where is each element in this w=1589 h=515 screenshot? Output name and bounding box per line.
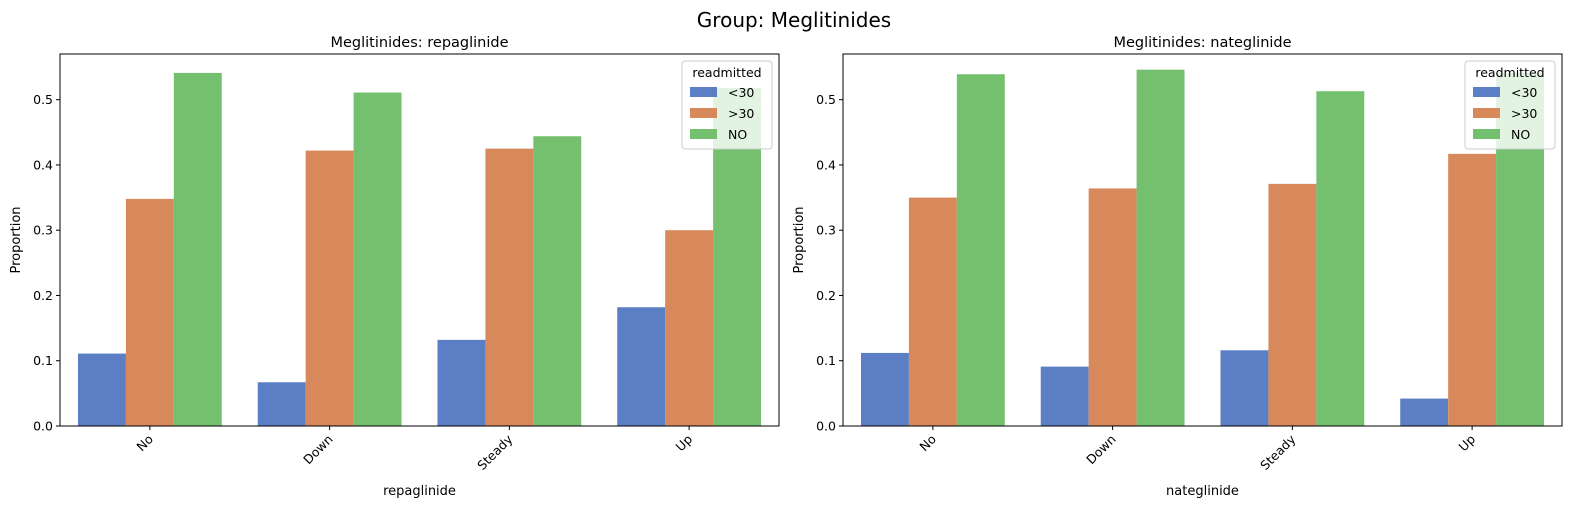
legend-box xyxy=(681,60,773,150)
bar-down-gt30 xyxy=(305,150,354,426)
x-tick-label-up: Up xyxy=(1456,431,1479,454)
legend-title: readmitted xyxy=(692,65,761,80)
y-axis-label: Proportion xyxy=(792,206,807,273)
y-tick-label: 0.5 xyxy=(33,92,53,107)
chart-repaglinide: 0.0 0.1 0.2 0.3 0.4 0.5 No Down Steady Up Meglitin… xyxy=(9,35,780,499)
x-tick-label-down: Down xyxy=(1083,432,1119,468)
bar-up-lt30 xyxy=(617,307,666,426)
bar-steady-gt30 xyxy=(485,148,534,426)
chart-title: Meglitinides: nateglinide xyxy=(1113,35,1291,51)
legend-swatch xyxy=(1473,129,1500,139)
legend-swatch xyxy=(1473,87,1500,97)
y-tick-label: 0.5 xyxy=(816,92,836,107)
axes-frame xyxy=(842,53,1563,427)
chart-nateglinide: 0.0 0.1 0.2 0.3 0.4 0.5 No Down Steady Up Meglitin… xyxy=(792,35,1563,499)
bar-down-no xyxy=(353,92,402,426)
bar-no-no xyxy=(173,72,222,427)
legend-swatch xyxy=(690,108,717,118)
legend-title: readmitted xyxy=(1475,65,1544,80)
x-tick-label-steady: Steady xyxy=(474,431,516,473)
bar-no-lt30 xyxy=(860,352,909,426)
y-tick-label: 0.2 xyxy=(33,288,53,303)
x-tick-label-up: Up xyxy=(673,431,696,454)
y-tick-label: 0.3 xyxy=(33,223,53,238)
chart-title: Meglitinides: repaglinide xyxy=(330,35,508,51)
legend-entry: <30 xyxy=(1511,85,1537,100)
y-axis-label: Proportion xyxy=(9,206,24,273)
bar-up-gt30 xyxy=(665,230,714,426)
y-tick-label: 0.2 xyxy=(816,288,836,303)
legend-swatch xyxy=(1473,108,1500,118)
legend-entry: NO xyxy=(1511,127,1530,142)
legend-box xyxy=(1464,60,1556,150)
bar-no-gt30 xyxy=(125,198,174,426)
y-tick-label: 0.4 xyxy=(33,157,53,172)
bars xyxy=(860,69,1545,427)
legend-entry: <30 xyxy=(728,85,754,100)
bar-down-lt30 xyxy=(1040,366,1089,426)
axes-frame xyxy=(59,53,780,427)
legend: readmitted <30 >30 NO xyxy=(1464,60,1556,150)
bar-down-lt30 xyxy=(257,382,306,426)
bar-steady-no xyxy=(1316,91,1365,426)
bar-up-gt30 xyxy=(1448,153,1497,426)
y-tick-label: 0.4 xyxy=(816,157,836,172)
bar-no-gt30 xyxy=(908,197,957,426)
y-tick-label: 0.0 xyxy=(33,419,53,434)
x-tick-label-no: No xyxy=(133,432,156,455)
bar-up-lt30 xyxy=(1400,398,1449,426)
bar-no-no xyxy=(956,74,1005,426)
y-tick-label: 0.1 xyxy=(33,353,53,368)
legend-swatch xyxy=(690,87,717,97)
bar-down-no xyxy=(1136,69,1185,426)
y-tick-label: 0.3 xyxy=(816,223,836,238)
bars xyxy=(77,72,762,427)
x-tick-label-no: No xyxy=(916,432,939,455)
bar-down-gt30 xyxy=(1088,188,1137,426)
legend-entry: >30 xyxy=(728,106,754,121)
legend-entry: >30 xyxy=(1511,106,1537,121)
bar-steady-lt30 xyxy=(1220,350,1269,426)
x-axis-label: nateglinide xyxy=(1166,484,1239,499)
bar-steady-lt30 xyxy=(437,339,486,426)
figure-suptitle: Group: Meglitinides xyxy=(697,8,891,32)
bar-steady-no xyxy=(533,136,582,427)
bar-no-lt30 xyxy=(77,353,126,426)
legend: readmitted <30 >30 NO xyxy=(681,60,773,150)
y-tick-label: 0.1 xyxy=(816,353,836,368)
x-tick-label-down: Down xyxy=(300,432,336,468)
x-axis-label: repaglinide xyxy=(383,484,456,499)
x-tick-label-steady: Steady xyxy=(1257,431,1299,473)
legend-entry: NO xyxy=(728,127,747,142)
legend-swatch xyxy=(690,129,717,139)
y-tick-label: 0.0 xyxy=(816,419,836,434)
bar-steady-gt30 xyxy=(1268,183,1317,426)
